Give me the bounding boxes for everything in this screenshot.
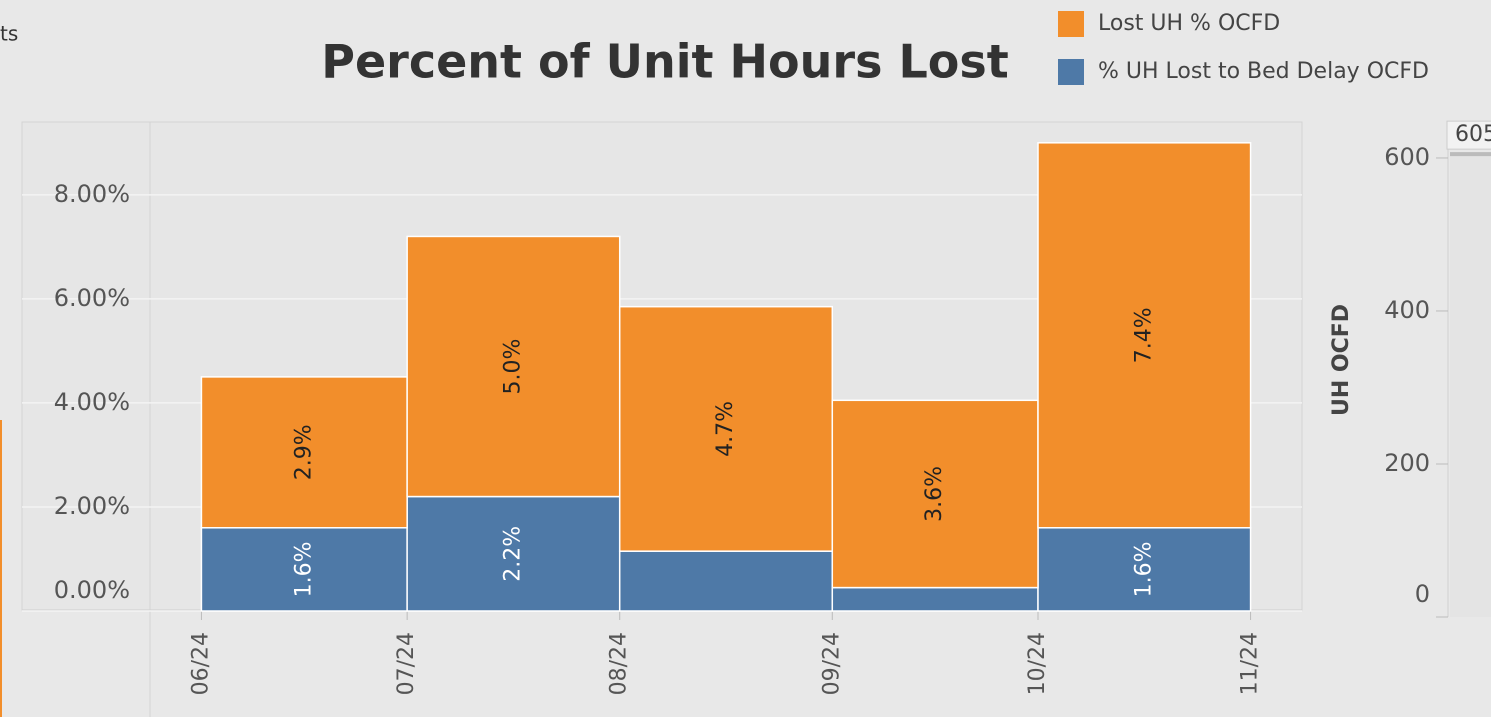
y-tick-label: 200 <box>1384 449 1430 477</box>
chart-title: Percent of Unit Hours Lost <box>321 35 1009 89</box>
bar-segment <box>831 399 1039 589</box>
data-label: 2.9% <box>291 424 316 480</box>
y-tick-label: 8.00% <box>54 180 130 208</box>
data-label: 3.6% <box>922 466 947 522</box>
y-tick-label: 0 <box>1415 580 1430 608</box>
bar-segment <box>406 235 621 498</box>
x-tick-label: 11/24 <box>1238 632 1263 695</box>
legend-swatch <box>1058 59 1084 85</box>
legend-label: Lost UH % OCFD <box>1098 11 1280 36</box>
x-tick-label: 06/24 <box>188 632 213 695</box>
legend-label: % UH Lost to Bed Delay OCFD <box>1098 59 1429 84</box>
bar-segment <box>1037 142 1252 529</box>
x-tick-label: 07/24 <box>394 632 419 695</box>
cropped-text: ts <box>0 22 18 46</box>
data-label: 5.0% <box>500 339 525 395</box>
bar <box>1450 154 1491 617</box>
data-label-box <box>1446 120 1491 150</box>
y-tick-label: 0.00% <box>54 576 130 604</box>
data-label: 4.7% <box>713 401 738 457</box>
legend-swatch <box>1058 11 1084 37</box>
data-label: 1.6% <box>1131 541 1156 597</box>
x-tick-label: 08/24 <box>607 632 632 695</box>
side-axis-title: UH OCFD <box>1329 304 1354 416</box>
y-tick-label: 400 <box>1384 296 1430 324</box>
bar-segment <box>831 586 1039 612</box>
data-label: 1.6% <box>291 541 316 597</box>
data-label: 605 <box>1455 122 1491 147</box>
x-tick-label: 09/24 <box>819 632 844 695</box>
y-tick-label: 600 <box>1384 143 1430 171</box>
data-label: 2.2% <box>500 526 525 582</box>
data-label: 7.4% <box>1131 307 1156 363</box>
bar-segment <box>618 305 834 552</box>
bar-segment <box>1037 527 1252 612</box>
x-tick-label: 10/24 <box>1025 632 1050 695</box>
y-tick-label: 4.00% <box>54 388 130 416</box>
y-tick-label: 2.00% <box>54 492 130 520</box>
bar-segment <box>618 550 834 612</box>
y-tick-label: 6.00% <box>54 284 130 312</box>
